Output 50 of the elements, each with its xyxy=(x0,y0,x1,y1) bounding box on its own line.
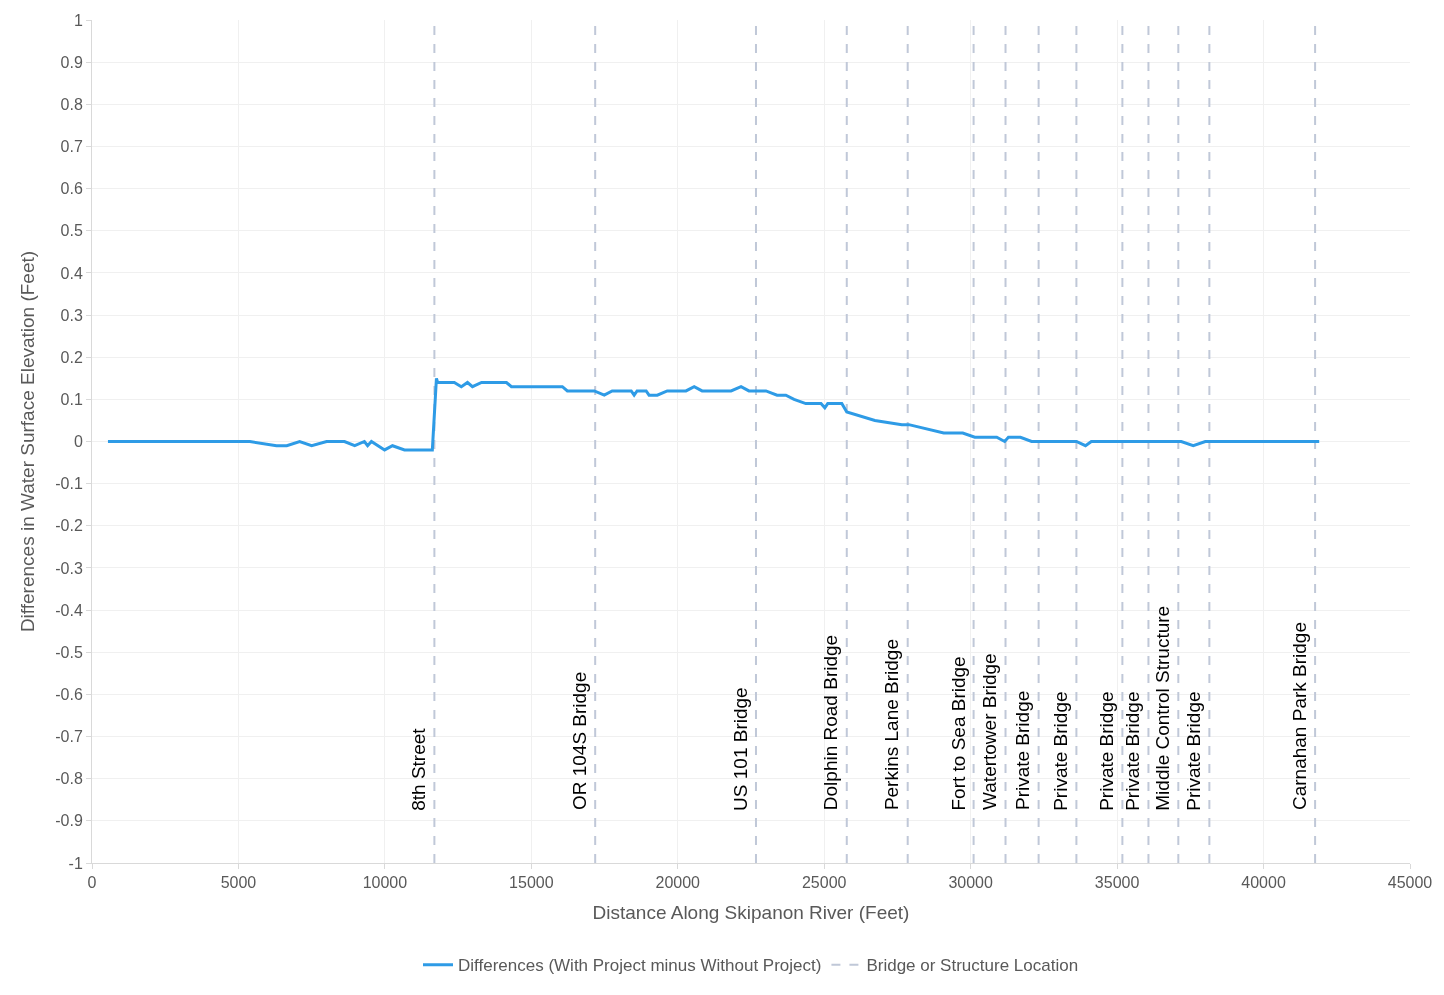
y-tick-label: -0.2 xyxy=(55,517,83,535)
y-axis-title: Differences in Water Surface Elevation (Feet) xyxy=(17,250,39,633)
legend-label: Bridge or Structure Location xyxy=(866,956,1079,976)
y-tick-label: -0.3 xyxy=(55,559,83,577)
x-tick-label: 45000 xyxy=(1387,874,1433,892)
ref-line-label: Private Bridge xyxy=(1095,691,1117,811)
x-tick-label: 30000 xyxy=(948,874,994,892)
ref-line-label: Carnahan Park Bridge xyxy=(1289,622,1311,811)
y-tick-label: -0.4 xyxy=(55,601,83,619)
y-tick-label: 0.6 xyxy=(60,180,83,198)
y-tick-label: 0.4 xyxy=(60,264,83,282)
y-tick-label: 0.9 xyxy=(60,53,83,71)
y-tick-label: -0.6 xyxy=(55,686,83,703)
ref-line-label: Perkins Lane Bridge xyxy=(881,639,903,811)
y-tick-label: -0.8 xyxy=(55,770,83,788)
y-tick-label: 1 xyxy=(73,11,83,29)
y-tick-label: 0.5 xyxy=(60,222,83,240)
ref-line-label: Fort to Sea Bridge xyxy=(947,656,969,811)
x-tick-label: 15000 xyxy=(509,874,554,892)
x-tick-label: 5000 xyxy=(220,874,257,892)
x-tick-label: 20000 xyxy=(655,874,701,892)
x-tick-label: 35000 xyxy=(1094,874,1140,892)
y-tick-label: 0.1 xyxy=(60,390,83,408)
x-axis-title: Distance Along Skipanon River (Feet) xyxy=(592,902,910,923)
x-tick-label: 10000 xyxy=(362,874,408,892)
y-tick-label: -1 xyxy=(68,854,83,872)
ref-line-label: 8th Street xyxy=(407,727,429,811)
y-tick-label: -0.5 xyxy=(55,643,83,661)
ref-line-label: Private Bridge xyxy=(1182,691,1204,811)
y-tick-label: 0.2 xyxy=(60,348,83,366)
y-tick-label: 0.8 xyxy=(60,95,83,113)
ref-line-label: Private Bridge xyxy=(1012,690,1034,811)
ref-line-label: Private Bridge xyxy=(1049,691,1071,811)
y-tick-label: 0 xyxy=(73,433,83,451)
legend-label: Differences (With Project minus Without Project) xyxy=(458,956,822,976)
y-tick-label: -0.9 xyxy=(55,812,83,830)
y-tick-label: -0.7 xyxy=(55,728,83,746)
ref-line-label: Watertower Bridge xyxy=(979,653,1001,810)
y-tick-label: 0.3 xyxy=(60,306,83,324)
x-tick-label: 25000 xyxy=(801,874,847,892)
line-series xyxy=(106,376,1321,452)
x-tick-label: 0 xyxy=(87,874,97,892)
ref-line-label: OR 104S Bridge xyxy=(569,671,591,811)
ref-line-label: Dolphin Road Bridge xyxy=(820,634,842,811)
ref-line-label: US 101 Bridge xyxy=(730,687,752,811)
ref-line-label: Private Bridge xyxy=(1122,691,1144,811)
y-tick-label: -0.1 xyxy=(55,475,83,493)
x-tick-label: 40000 xyxy=(1241,874,1286,892)
y-tick-label: 0.7 xyxy=(60,138,83,156)
ref-line-label: Middle Control Structure xyxy=(1151,605,1173,811)
